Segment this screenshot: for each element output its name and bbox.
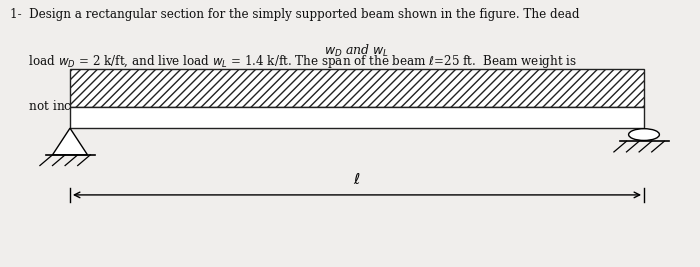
Text: 1-  Design a rectangular section for the simply supported beam shown in the figu: 1- Design a rectangular section for the … [10,8,580,21]
Polygon shape [52,128,88,155]
Circle shape [629,129,659,140]
Text: load $w_D$ = 2 k/ft, and live load $w_L$ = 1.4 k/ft. The span of the beam $\ell$: load $w_D$ = 2 k/ft, and live load $w_L$… [10,53,578,70]
Text: not included in the given loads. Assume b= 14 in. Use $f'_c$ = 4000 psi and  $f_: not included in the given loads. Assume … [10,99,565,117]
Text: $\ell$: $\ell$ [354,172,360,187]
Bar [70,69,644,107]
Text: $w_D$ and $w_L$: $w_D$ and $w_L$ [324,43,390,59]
Bar [70,107,644,128]
